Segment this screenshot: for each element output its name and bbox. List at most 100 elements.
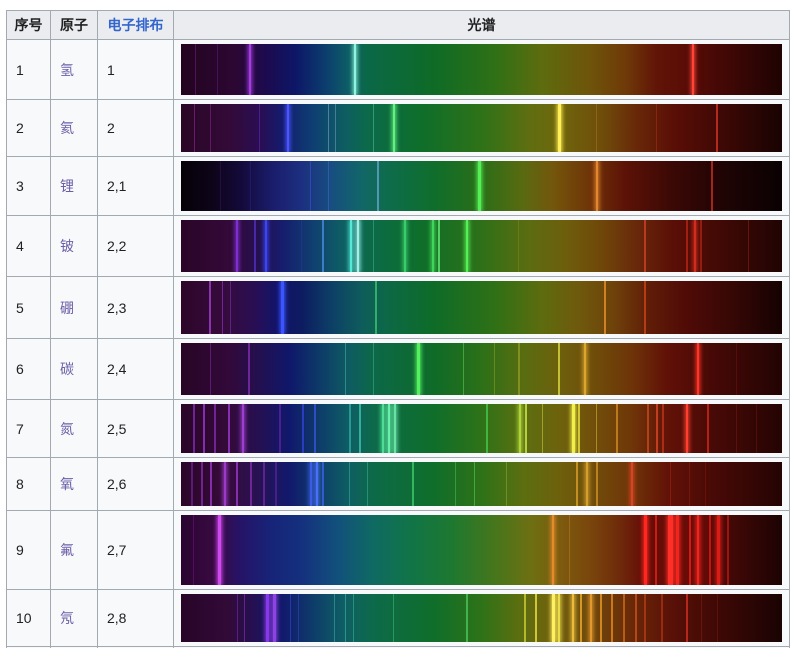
emission-line [611, 594, 614, 642]
emission-line [333, 594, 335, 642]
emission-line [534, 594, 537, 642]
element-link[interactable]: 氮 [60, 420, 74, 437]
table-row: 9 氟 2,7 [6, 510, 790, 590]
emission-line [517, 220, 519, 272]
element-link[interactable]: 氟 [60, 542, 74, 558]
table-row: 3 锂 2,1 [6, 156, 790, 216]
element-cell: 氦 [50, 99, 98, 157]
element-link[interactable]: 铍 [60, 238, 74, 254]
atomic-number-cell: 9 [6, 510, 51, 590]
electron-config-cell: 1 [97, 39, 174, 100]
emission-line [280, 281, 284, 334]
emission-line [466, 594, 469, 642]
emission-line [327, 161, 329, 211]
emission-line [193, 404, 196, 453]
spectrum-cell [173, 399, 790, 458]
emission-line [525, 404, 528, 453]
emission-line [259, 104, 261, 152]
element-link[interactable]: 硼 [60, 299, 74, 316]
emission-line [194, 44, 196, 95]
table-row: 1 氢 1 [6, 39, 790, 100]
electron-config-cell: 2,8 [97, 589, 174, 647]
emission-line [717, 515, 721, 585]
emission-line [634, 594, 637, 642]
table-row-partial [6, 646, 790, 648]
atomic-number-cell: 4 [6, 215, 51, 277]
emission-line [200, 462, 203, 506]
element-link[interactable]: 锂 [60, 178, 74, 194]
table-row: 7 氮 2,5 [6, 399, 790, 458]
emission-line [572, 594, 575, 642]
emission-line [691, 44, 694, 95]
spectrum-cell [173, 589, 790, 647]
emission-line [217, 44, 219, 95]
emission-line [376, 161, 379, 211]
spectrum-image [181, 44, 782, 95]
column-header-electron-config: 电子排布 [97, 10, 174, 40]
emission-line [220, 161, 222, 211]
emission-line [345, 343, 347, 395]
element-cell: 铍 [50, 215, 98, 277]
table-row: 8 氧 2,6 [6, 457, 790, 511]
element-cell: 碳 [50, 338, 98, 400]
emission-line [354, 44, 357, 95]
emission-line [558, 104, 562, 152]
spectrum-image [181, 462, 782, 506]
emission-line [327, 104, 329, 152]
emission-line [558, 343, 561, 395]
emission-line [660, 594, 663, 642]
element-link[interactable]: 氢 [60, 61, 74, 78]
table-header-row: 序号 原子 电子排布 光谱 [6, 10, 790, 40]
electron-config-cell: 2,1 [97, 156, 174, 216]
emission-line [218, 515, 222, 585]
emission-line [298, 594, 300, 642]
emission-line [393, 404, 396, 453]
emission-line [466, 220, 469, 272]
emission-line [717, 594, 719, 642]
emission-line [357, 220, 360, 272]
spectrum-cell [173, 215, 790, 277]
emission-line [541, 404, 543, 453]
element-link[interactable]: 氖 [60, 610, 74, 626]
emission-line [595, 462, 598, 506]
emission-line [676, 515, 680, 585]
emission-line [595, 404, 597, 453]
table-row: 6 碳 2,4 [6, 338, 790, 400]
element-cell: 氟 [50, 510, 98, 590]
emission-line [631, 462, 634, 506]
emission-line [462, 343, 464, 395]
atomic-number-cell: 3 [6, 156, 51, 216]
emission-line [689, 462, 691, 506]
emission-line [372, 220, 374, 272]
emission-line [224, 462, 227, 506]
emission-line [670, 462, 672, 506]
emission-line [486, 404, 489, 453]
emission-line [568, 515, 570, 585]
emission-line [644, 281, 647, 334]
spectrum-image [181, 594, 782, 642]
atomic-number-cell: 1 [6, 39, 51, 100]
electron-config-link[interactable]: 电子排布 [107, 17, 164, 33]
element-link[interactable]: 氦 [60, 120, 74, 136]
emission-line [552, 515, 555, 585]
emission-line [416, 343, 420, 395]
electron-config-cell: 2,2 [97, 215, 174, 277]
emission-line [709, 515, 712, 585]
emission-line [221, 281, 223, 334]
element-cell: 氖 [50, 589, 98, 647]
partial-cell [173, 646, 790, 648]
emission-line [644, 220, 647, 272]
spectrum-image [181, 281, 782, 334]
element-link[interactable]: 碳 [60, 361, 74, 377]
emission-line [229, 281, 231, 334]
emission-line [247, 343, 250, 395]
element-link[interactable]: 氧 [60, 476, 74, 492]
electron-config-cell: 2,4 [97, 338, 174, 400]
emission-line [711, 161, 714, 211]
spectrum-image [181, 104, 782, 152]
spectrum-image [181, 515, 782, 585]
emission-line [474, 462, 476, 506]
emission-line [685, 404, 688, 453]
emission-line [505, 462, 507, 506]
spectrum-cell [173, 99, 790, 157]
